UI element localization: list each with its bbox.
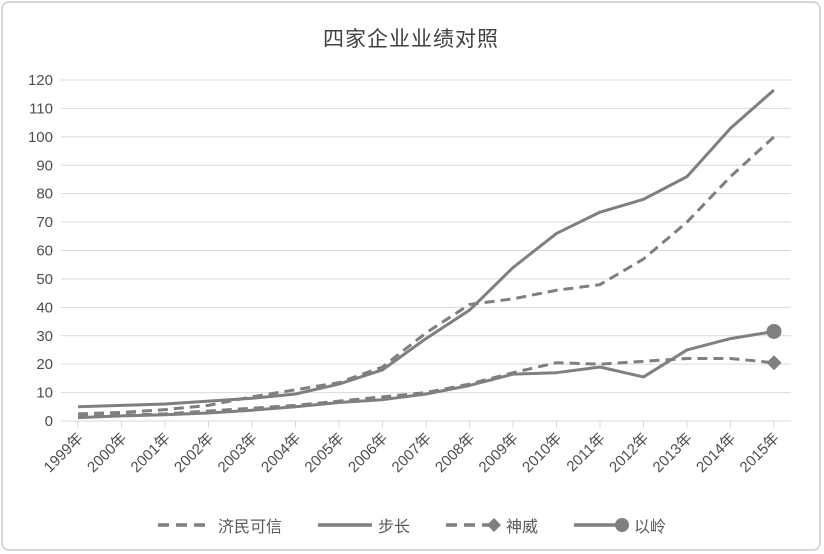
y-axis-tick-label: 90: [36, 157, 53, 174]
x-axis-tick-label: 2012年: [606, 430, 652, 476]
chart-title: 四家企业业绩对照: [323, 28, 499, 51]
y-axis-tick-label: 110: [29, 100, 53, 117]
x-axis-tick-label: 2009年: [476, 430, 522, 476]
line-chart: 01020304050607080901001101201999年2000年20…: [28, 72, 791, 476]
y-axis-tick-label: 30: [36, 328, 53, 345]
y-axis-tick-label: 70: [36, 214, 53, 231]
x-axis-tick-label: 2003年: [215, 430, 261, 476]
series-line-步长: [77, 88, 775, 409]
series-end-marker-diamond: [766, 355, 782, 371]
legend-label: 济民可信: [217, 519, 282, 536]
dashed-line-diamond-swatch: [446, 518, 501, 532]
x-axis-tick-label: 1999年: [41, 430, 87, 476]
dashed-line-swatch: [157, 523, 212, 527]
x-axis-tick-label: 2015年: [737, 430, 783, 476]
y-axis-tick-label: 120: [28, 72, 53, 89]
y-axis-tick-label: 100: [28, 129, 53, 146]
x-axis-tick-label: 2002年: [171, 430, 217, 476]
legend: 济民可信 步长 神威 以岭: [3, 513, 819, 537]
x-axis-tick-label: 2010年: [519, 430, 565, 476]
x-axis-tick-label: 2014年: [693, 430, 739, 476]
legend-item-yiling: 以岭: [572, 513, 666, 537]
legend-item-shenwei: 神威: [444, 513, 538, 537]
legend-label: 步长: [377, 519, 410, 536]
x-axis-tick-label: 2005年: [302, 430, 348, 476]
x-axis-tick-label: 2004年: [258, 430, 304, 476]
x-axis-tick-label: 2013年: [650, 430, 696, 476]
legend-label: 以岭: [634, 519, 667, 536]
y-axis-tick-label: 50: [36, 271, 53, 288]
solid-line-circle-swatch: [574, 518, 630, 532]
x-axis-tick-label: 2001年: [128, 430, 174, 476]
x-axis-tick-label: 2011年: [563, 430, 608, 475]
x-axis-tick-label: 2008年: [432, 430, 478, 476]
x-axis-tick-label: 2000年: [84, 430, 130, 476]
series-line-以岭: [77, 330, 775, 420]
y-axis-tick-label: 0: [45, 413, 53, 430]
legend-label: 神威: [506, 519, 539, 536]
y-axis-tick-label: 40: [36, 299, 53, 316]
y-axis-tick-label: 60: [36, 243, 53, 260]
legend-item-jiminkexin: 济民可信: [156, 513, 282, 537]
legend-item-buchang: 步长: [316, 513, 410, 537]
series-end-marker-circle: [766, 323, 782, 339]
y-axis-tick-label: 20: [36, 356, 53, 373]
series-line-济民可信: [77, 135, 776, 416]
y-axis-tick-label: 80: [36, 186, 53, 203]
x-axis-tick-label: 2007年: [389, 430, 435, 476]
series-line-神威: [77, 356, 775, 419]
y-axis-tick-label: 10: [36, 385, 53, 402]
x-axis-tick-label: 2006年: [345, 430, 391, 476]
solid-line-swatch: [317, 523, 372, 527]
